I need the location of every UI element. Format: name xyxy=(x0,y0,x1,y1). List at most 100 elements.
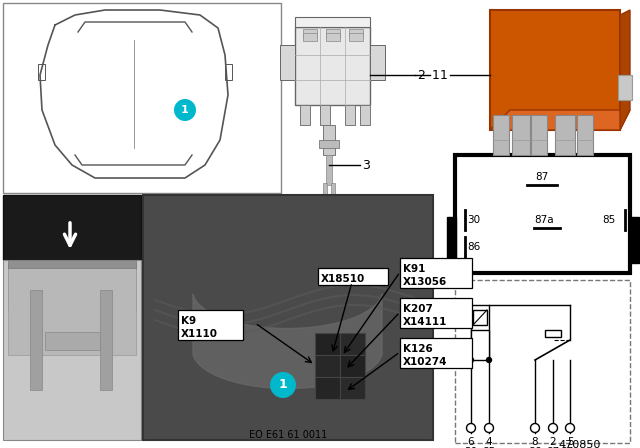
Text: 6: 6 xyxy=(468,437,474,447)
Bar xyxy=(315,355,340,377)
Bar xyxy=(340,377,365,399)
Bar xyxy=(315,333,340,355)
Text: 87: 87 xyxy=(536,172,548,182)
Bar xyxy=(8,265,136,310)
Bar xyxy=(555,115,575,155)
Bar xyxy=(225,64,232,80)
Text: K207: K207 xyxy=(403,304,433,314)
Bar xyxy=(30,290,42,390)
Bar xyxy=(320,105,330,125)
Bar xyxy=(326,33,340,41)
Bar xyxy=(143,195,433,440)
Bar xyxy=(473,310,487,325)
Text: 3: 3 xyxy=(362,159,370,172)
Bar xyxy=(38,64,45,80)
Bar xyxy=(630,217,639,263)
Text: 87a: 87a xyxy=(534,215,554,225)
Bar xyxy=(400,298,472,328)
Circle shape xyxy=(467,423,476,432)
Text: 30: 30 xyxy=(467,215,480,225)
Bar xyxy=(323,125,335,155)
Bar xyxy=(303,29,317,37)
Circle shape xyxy=(174,99,196,121)
Polygon shape xyxy=(490,110,630,130)
Text: 8: 8 xyxy=(532,437,538,447)
Bar xyxy=(455,155,630,273)
Bar xyxy=(345,105,355,125)
Bar xyxy=(315,377,340,399)
Text: 4: 4 xyxy=(486,437,492,447)
Bar xyxy=(331,183,335,195)
Text: 2: 2 xyxy=(550,437,556,447)
Bar xyxy=(3,195,141,260)
Bar xyxy=(545,330,561,337)
Bar xyxy=(340,355,365,377)
Bar xyxy=(349,29,363,37)
Text: 470850: 470850 xyxy=(559,440,601,448)
Bar xyxy=(3,3,281,193)
Bar xyxy=(303,33,317,41)
Bar xyxy=(471,330,489,360)
Text: EO E61 61 0011: EO E61 61 0011 xyxy=(249,430,327,440)
Bar xyxy=(318,268,388,285)
Bar xyxy=(326,29,340,37)
Bar xyxy=(178,310,243,340)
Bar xyxy=(577,115,593,155)
Bar xyxy=(319,140,339,148)
Text: 1: 1 xyxy=(440,69,448,82)
Text: 1: 1 xyxy=(432,69,440,82)
Bar xyxy=(300,105,310,125)
Bar xyxy=(280,45,295,80)
Bar xyxy=(370,45,385,80)
Text: K91: K91 xyxy=(403,264,426,274)
Text: 87: 87 xyxy=(547,447,559,448)
Text: 1: 1 xyxy=(278,379,287,392)
Bar xyxy=(512,115,530,155)
Polygon shape xyxy=(90,300,185,408)
Text: 87a: 87a xyxy=(560,447,580,448)
Bar xyxy=(8,265,136,355)
Text: 1: 1 xyxy=(181,105,189,115)
Bar xyxy=(531,115,547,155)
Text: X1110: X1110 xyxy=(181,329,218,339)
Circle shape xyxy=(531,423,540,432)
Text: X14111: X14111 xyxy=(403,317,447,327)
Bar xyxy=(45,332,100,350)
Bar xyxy=(3,260,141,440)
Bar xyxy=(100,290,112,390)
Bar xyxy=(349,33,363,41)
Bar xyxy=(400,338,472,368)
Circle shape xyxy=(566,423,575,432)
Bar xyxy=(455,280,630,443)
Bar xyxy=(8,260,136,268)
Text: X10274: X10274 xyxy=(403,357,447,367)
Text: 2: 2 xyxy=(417,69,425,82)
Bar xyxy=(447,217,456,263)
Circle shape xyxy=(270,372,296,398)
Bar xyxy=(360,105,370,125)
Circle shape xyxy=(486,358,492,362)
Text: 85: 85 xyxy=(602,215,615,225)
Text: 86: 86 xyxy=(529,447,541,448)
Bar xyxy=(326,155,332,185)
Text: 30: 30 xyxy=(465,447,477,448)
Circle shape xyxy=(468,358,474,362)
Text: X13056: X13056 xyxy=(403,277,447,287)
Text: 86: 86 xyxy=(467,242,480,252)
Text: 85: 85 xyxy=(483,447,495,448)
Text: K9: K9 xyxy=(181,316,196,326)
Bar xyxy=(323,183,327,195)
Bar xyxy=(295,17,370,27)
Text: 5: 5 xyxy=(566,437,573,447)
Circle shape xyxy=(484,423,493,432)
Circle shape xyxy=(548,423,557,432)
Bar xyxy=(618,75,632,100)
Bar xyxy=(340,333,365,355)
Bar xyxy=(493,115,509,155)
Polygon shape xyxy=(620,10,630,130)
Bar xyxy=(295,27,370,105)
Bar xyxy=(490,10,620,130)
Text: K126: K126 xyxy=(403,344,433,354)
Bar xyxy=(400,258,472,288)
Text: X18510: X18510 xyxy=(321,274,365,284)
